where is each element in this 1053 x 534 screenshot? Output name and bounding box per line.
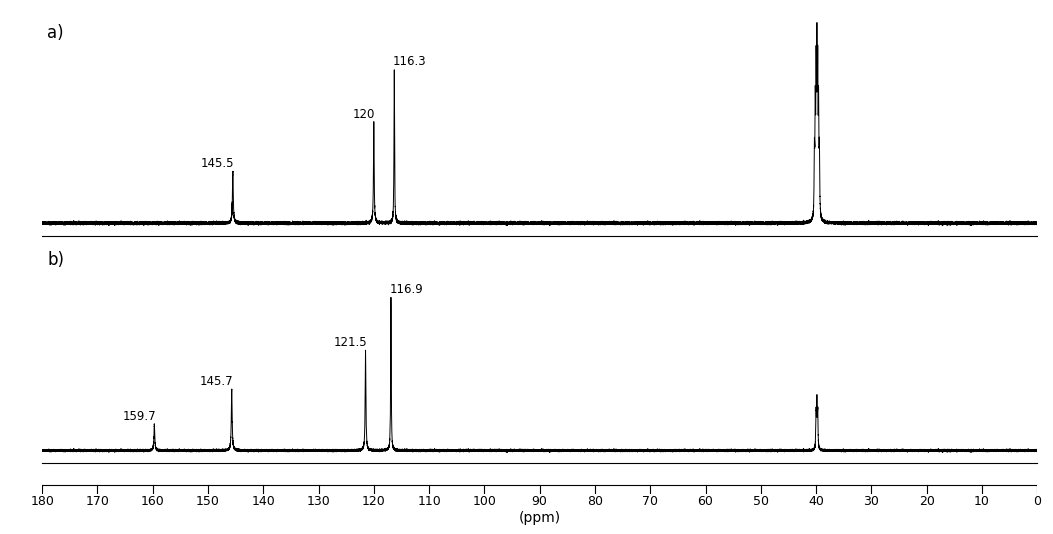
Text: (ppm): (ppm)	[518, 511, 561, 525]
Text: 120: 120	[362, 495, 385, 508]
Text: 150: 150	[196, 495, 220, 508]
Text: 10: 10	[974, 495, 990, 508]
Text: 159.7: 159.7	[122, 410, 156, 423]
Text: 110: 110	[417, 495, 441, 508]
Text: 20: 20	[918, 495, 935, 508]
Text: 145.5: 145.5	[201, 157, 235, 170]
Text: 140: 140	[252, 495, 275, 508]
Text: a): a)	[47, 23, 64, 42]
Text: 116.3: 116.3	[393, 55, 426, 68]
Text: 30: 30	[863, 495, 879, 508]
Text: 70: 70	[642, 495, 658, 508]
Text: 0: 0	[1033, 495, 1041, 508]
Text: 116.9: 116.9	[390, 282, 423, 295]
Text: 120: 120	[353, 108, 376, 121]
Text: 121.5: 121.5	[334, 336, 367, 349]
Text: 160: 160	[141, 495, 164, 508]
Text: 80: 80	[587, 495, 603, 508]
Text: 170: 170	[85, 495, 110, 508]
Text: 180: 180	[31, 495, 54, 508]
Text: b): b)	[47, 251, 64, 269]
Text: 145.7: 145.7	[200, 374, 234, 388]
Text: 130: 130	[306, 495, 331, 508]
Text: 40: 40	[808, 495, 824, 508]
Text: 100: 100	[473, 495, 496, 508]
Text: 90: 90	[532, 495, 548, 508]
Text: 60: 60	[697, 495, 714, 508]
Text: 50: 50	[753, 495, 769, 508]
